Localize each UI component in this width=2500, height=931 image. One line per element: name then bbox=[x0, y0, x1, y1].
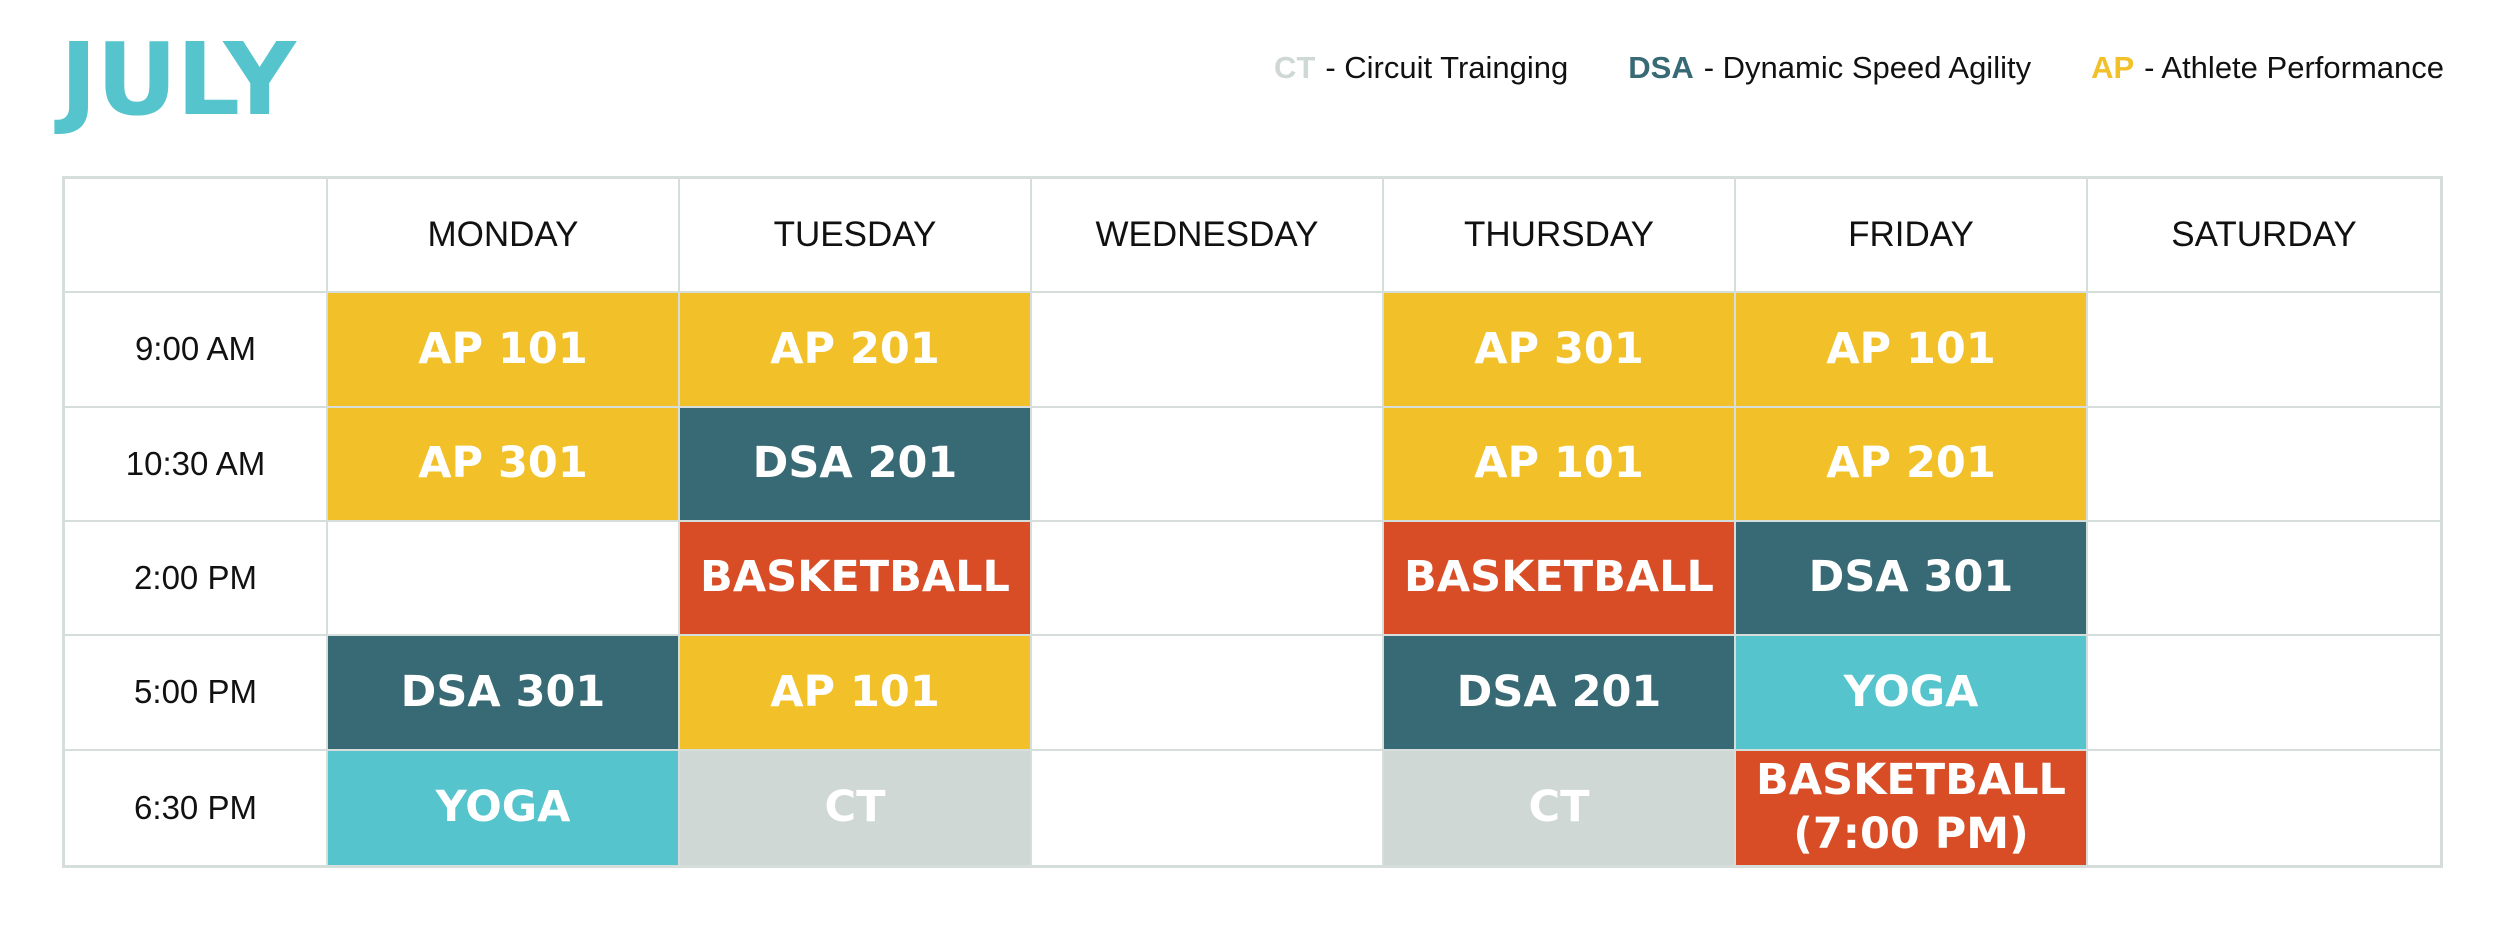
time-label: 5:00 PM bbox=[65, 636, 328, 751]
session-cell: DSA 301 bbox=[1736, 522, 2088, 637]
session-cell: CT bbox=[680, 750, 1032, 865]
legend-abbr-ct: CT bbox=[1274, 50, 1316, 85]
session-cell: CT bbox=[1384, 750, 1736, 865]
empty-cell bbox=[1032, 750, 1384, 865]
legend-abbr-ap: AP bbox=[2091, 50, 2135, 85]
session-cell: AP 301 bbox=[1384, 293, 1736, 408]
day-header-monday: MONDAY bbox=[328, 179, 680, 294]
month-title: JULY bbox=[60, 21, 296, 138]
day-header-wednesday: WEDNESDAY bbox=[1032, 179, 1384, 294]
session-cell: YOGA bbox=[328, 750, 680, 865]
session-cell: AP 101 bbox=[1384, 407, 1736, 522]
legend-item-ct: CT - Circuit Trainging bbox=[1274, 50, 1568, 86]
empty-cell bbox=[1032, 522, 1384, 637]
legend-text-ct: - Circuit Trainging bbox=[1325, 50, 1569, 85]
session-cell: DSA 301 bbox=[328, 636, 680, 751]
legend-item-dsa: DSA - Dynamic Speed Agility bbox=[1628, 50, 2031, 86]
legend-text-dsa: - Dynamic Speed Agility bbox=[1703, 50, 2032, 85]
day-header-thursday: THURSDAY bbox=[1384, 179, 1736, 294]
empty-cell bbox=[2088, 522, 2440, 637]
time-label: 9:00 AM bbox=[65, 293, 328, 408]
legend-text-ap: - Athlete Performance bbox=[2144, 50, 2444, 85]
legend-abbr-dsa: DSA bbox=[1628, 50, 1694, 85]
legend: CT - Circuit Trainging DSA - Dynamic Spe… bbox=[1274, 50, 2444, 86]
time-label: 10:30 AM bbox=[65, 407, 328, 522]
session-cell: AP 101 bbox=[328, 293, 680, 408]
time-label: 6:30 PM bbox=[65, 750, 328, 865]
session-cell: AP 301 bbox=[328, 407, 680, 522]
session-cell: BASKETBALL (7:00 PM) bbox=[1736, 750, 2088, 865]
empty-cell bbox=[2088, 636, 2440, 751]
empty-cell bbox=[2088, 408, 2440, 522]
session-cell: AP 201 bbox=[1736, 407, 2088, 522]
empty-cell bbox=[1032, 636, 1384, 751]
day-header-saturday: SATURDAY bbox=[2088, 179, 2440, 294]
schedule-grid: MONDAY TUESDAY WEDNESDAY THURSDAY FRIDAY… bbox=[62, 176, 2443, 868]
day-header-friday: FRIDAY bbox=[1736, 179, 2088, 294]
empty-cell bbox=[328, 522, 680, 637]
session-cell: YOGA bbox=[1736, 636, 2088, 751]
session-cell: AP 101 bbox=[680, 636, 1032, 751]
day-header-tuesday: TUESDAY bbox=[680, 179, 1032, 294]
empty-cell bbox=[2088, 293, 2440, 408]
session-cell: DSA 201 bbox=[680, 407, 1032, 522]
empty-cell bbox=[1032, 293, 1384, 408]
session-cell: BASKETBALL bbox=[680, 522, 1032, 637]
session-cell: DSA 201 bbox=[1384, 636, 1736, 751]
legend-item-ap: AP - Athlete Performance bbox=[2091, 50, 2444, 86]
session-cell: AP 201 bbox=[680, 293, 1032, 408]
empty-cell bbox=[1032, 407, 1384, 522]
time-label: 2:00 PM bbox=[65, 522, 328, 637]
corner-cell bbox=[65, 179, 328, 294]
session-cell: AP 101 bbox=[1736, 293, 2088, 408]
session-cell: BASKETBALL bbox=[1384, 522, 1736, 637]
empty-cell bbox=[2088, 751, 2440, 865]
